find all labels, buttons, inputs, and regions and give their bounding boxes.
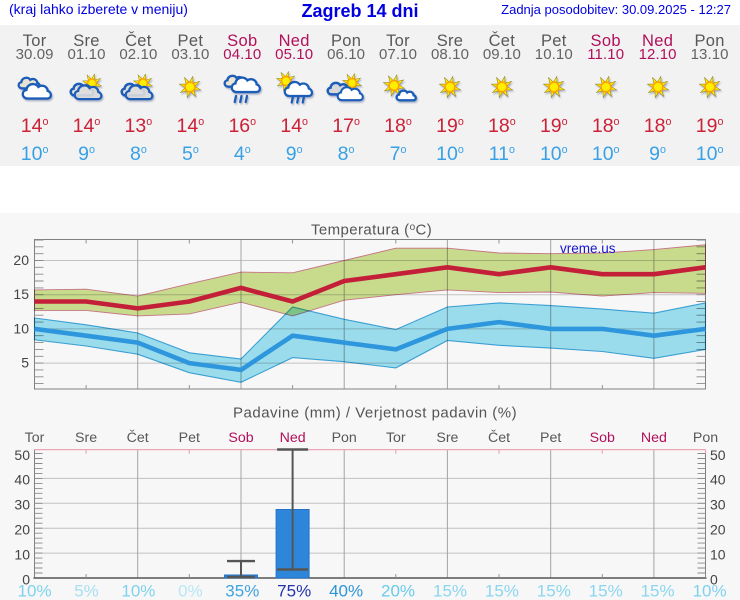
- svg-text:Ned: Ned: [641, 430, 667, 446]
- svg-text:20: 20: [13, 252, 29, 268]
- svg-text:Sre: Sre: [75, 430, 97, 446]
- svg-text:40: 40: [710, 472, 726, 488]
- svg-text:Pet: Pet: [179, 430, 200, 446]
- svg-text:10%: 10%: [121, 582, 155, 600]
- svg-text:Čet: Čet: [127, 429, 149, 446]
- svg-text:Sob: Sob: [590, 430, 615, 446]
- svg-text:5%: 5%: [74, 582, 99, 600]
- svg-text:Pet: Pet: [540, 430, 561, 446]
- svg-text:40%: 40%: [329, 582, 363, 600]
- svg-text:Sob: Sob: [228, 430, 253, 446]
- svg-text:30: 30: [710, 497, 726, 513]
- svg-text:30: 30: [14, 497, 30, 513]
- svg-text:10: 10: [13, 320, 29, 336]
- svg-text:Ned: Ned: [280, 430, 306, 446]
- svg-text:Padavine (mm) / Verjetnost pad: Padavine (mm) / Verjetnost padavin (%): [233, 405, 517, 422]
- svg-text:Pon: Pon: [332, 430, 357, 446]
- svg-text:0%: 0%: [178, 582, 203, 600]
- svg-text:40: 40: [14, 472, 30, 488]
- svg-text:Pon: Pon: [693, 430, 718, 446]
- svg-text:5: 5: [21, 355, 29, 371]
- svg-text:15%: 15%: [433, 582, 467, 600]
- svg-text:0: 0: [710, 571, 718, 587]
- svg-text:10: 10: [710, 546, 726, 562]
- svg-text:35%: 35%: [225, 582, 259, 600]
- svg-text:75%: 75%: [277, 582, 311, 600]
- svg-text:50: 50: [710, 447, 726, 463]
- svg-text:20: 20: [710, 522, 726, 538]
- svg-text:20%: 20%: [381, 582, 415, 600]
- svg-text:15%: 15%: [485, 582, 519, 600]
- svg-text:10%: 10%: [18, 582, 52, 600]
- svg-text:10%: 10%: [693, 582, 727, 600]
- svg-text:0: 0: [22, 571, 30, 587]
- svg-text:Sre: Sre: [436, 430, 458, 446]
- svg-text:Tor: Tor: [25, 430, 45, 446]
- svg-text:Tor: Tor: [386, 430, 406, 446]
- svg-text:10: 10: [14, 546, 30, 562]
- svg-text:Čet: Čet: [488, 429, 510, 446]
- svg-text:15%: 15%: [641, 582, 675, 600]
- svg-text:vreme.us: vreme.us: [560, 241, 616, 256]
- svg-text:15: 15: [13, 286, 29, 302]
- svg-text:50: 50: [14, 447, 30, 463]
- svg-text:15%: 15%: [589, 582, 623, 600]
- svg-text:20: 20: [14, 522, 30, 538]
- svg-text:Temperatura (oC): Temperatura (oC): [311, 222, 432, 239]
- svg-text:15%: 15%: [537, 582, 571, 600]
